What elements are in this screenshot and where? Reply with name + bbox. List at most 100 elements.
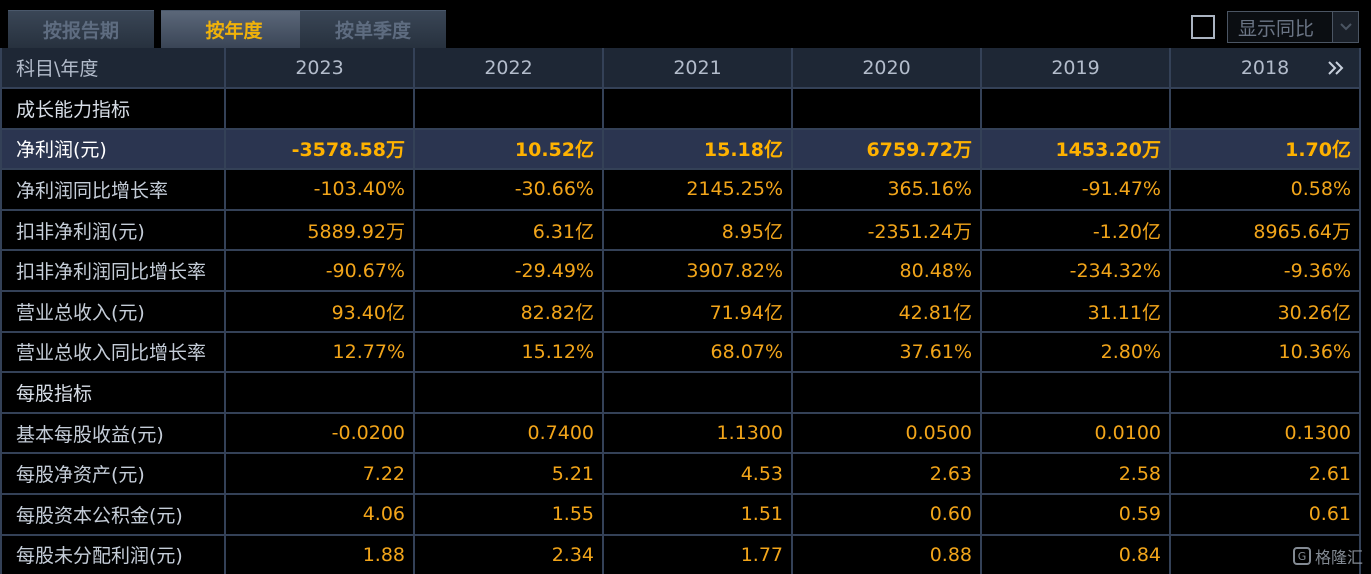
value-cell: 2.61 xyxy=(1171,454,1361,495)
value-cell: 68.07% xyxy=(604,332,793,374)
value-cell: 82.82亿 xyxy=(415,292,604,333)
value-cell: -29.49% xyxy=(415,251,604,292)
row-label: 每股未分配利润(元) xyxy=(0,535,226,574)
table-row[interactable]: 基本每股收益(元) -0.0200 0.7400 1.1300 0.0500 0.0100… xyxy=(0,413,1371,455)
row-label: 扣非净利润同比增长率 xyxy=(0,251,226,292)
value-cell xyxy=(1171,535,1361,574)
value-cell: 1.55 xyxy=(415,495,604,536)
value-cell: 2.34 xyxy=(415,535,604,574)
value-cell: 0.7400 xyxy=(415,413,604,455)
value-cell: 30.26亿 xyxy=(1171,292,1361,333)
value-cell xyxy=(982,373,1171,414)
row-label: 净利润同比增长率 xyxy=(0,170,226,211)
toolbar: 按报告期 按年度 按单季度 显示同比 xyxy=(0,0,1371,48)
value-cell xyxy=(226,89,415,130)
value-cell: -0.0200 xyxy=(226,413,415,455)
value-cell: 365.16% xyxy=(793,170,982,211)
value-cell xyxy=(793,89,982,130)
row-label: 每股净资产(元) xyxy=(0,454,226,495)
value-cell: 7.22 xyxy=(226,454,415,495)
value-cell: 4.06 xyxy=(226,495,415,536)
value-cell: 2145.25% xyxy=(604,170,793,211)
value-cell: 0.61 xyxy=(1171,495,1361,536)
value-cell: 8.95亿 xyxy=(604,210,793,252)
value-cell: 1.88 xyxy=(226,535,415,574)
value-cell: 15.18亿 xyxy=(604,129,793,171)
row-label: 扣非净利润(元) xyxy=(0,210,226,252)
value-cell: 0.60 xyxy=(793,495,982,536)
table-row[interactable]: 每股净资产(元) 7.22 5.21 4.53 2.63 2.58 2.61 xyxy=(0,454,1371,495)
value-cell: -30.66% xyxy=(415,170,604,211)
value-cell: 6759.72万 xyxy=(793,129,982,171)
year-header-last[interactable]: 2018 xyxy=(1171,48,1361,89)
table-row[interactable]: 营业总收入(元) 93.40亿 82.82亿 71.94亿 42.81亿 31.11亿 30… xyxy=(0,292,1371,333)
table-row[interactable]: 每股未分配利润(元) 1.88 2.34 1.77 0.88 0.84 xyxy=(0,535,1371,574)
value-cell: 10.36% xyxy=(1171,332,1361,374)
value-cell: 4.53 xyxy=(604,454,793,495)
value-cell: -103.40% xyxy=(226,170,415,211)
value-cell: -1.20亿 xyxy=(982,210,1171,252)
row-label: 营业总收入同比增长率 xyxy=(0,332,226,374)
table-row[interactable]: 每股资本公积金(元) 4.06 1.55 1.51 0.60 0.59 0.61 xyxy=(0,495,1371,536)
value-cell: 6.31亿 xyxy=(415,210,604,252)
value-cell: 12.77% xyxy=(226,332,415,374)
section-row[interactable]: 成长能力指标 xyxy=(0,89,1371,130)
table-row[interactable]: 扣非净利润(元) 5889.92万 6.31亿 8.95亿 -2351.24万 -1.20… xyxy=(0,210,1371,252)
tab-by-single-quarter[interactable]: 按单季度 xyxy=(300,10,446,48)
value-cell: -9.36% xyxy=(1171,251,1361,292)
value-cell: 0.58% xyxy=(1171,170,1361,211)
table-row[interactable]: 营业总收入同比增长率 12.77% 15.12% 68.07% 37.61% 2.80% 1… xyxy=(0,332,1371,374)
value-cell xyxy=(415,373,604,414)
value-cell: 0.0500 xyxy=(793,413,982,455)
value-cell xyxy=(1171,89,1361,130)
value-cell: 1.1300 xyxy=(604,413,793,455)
show-yoy-label: 显示同比 xyxy=(1238,17,1315,40)
value-cell: 10.52亿 xyxy=(415,129,604,171)
year-header[interactable]: 2021 xyxy=(604,48,793,89)
value-cell: 2.58 xyxy=(982,454,1171,495)
watermark: G 格隆汇 xyxy=(1292,544,1363,568)
year-header[interactable]: 2022 xyxy=(415,48,604,89)
year-header[interactable]: 2020 xyxy=(793,48,982,89)
value-cell: 80.48% xyxy=(793,251,982,292)
value-cell xyxy=(604,373,793,414)
value-cell: 5889.92万 xyxy=(226,210,415,252)
year-header[interactable]: 2019 xyxy=(982,48,1171,89)
section-row[interactable]: 每股指标 xyxy=(0,373,1371,414)
value-cell xyxy=(604,89,793,130)
value-cell: 31.11亿 xyxy=(982,292,1171,333)
value-cell xyxy=(1171,373,1361,414)
row-label: 成长能力指标 xyxy=(0,89,226,130)
dropdown-arrow-icon[interactable] xyxy=(1332,12,1358,42)
table-row[interactable]: 扣非净利润同比增长率 -90.67% -29.49% 3907.82% 80.48% -2… xyxy=(0,251,1371,292)
value-cell: 1.51 xyxy=(604,495,793,536)
tab-by-year[interactable]: 按年度 xyxy=(161,10,307,48)
value-cell xyxy=(793,373,982,414)
value-cell: 0.88 xyxy=(793,535,982,574)
value-cell: -90.67% xyxy=(226,251,415,292)
row-label: 每股资本公积金(元) xyxy=(0,495,226,536)
value-cell: 0.84 xyxy=(982,535,1171,574)
year-header[interactable]: 2023 xyxy=(226,48,415,89)
value-cell: 37.61% xyxy=(793,332,982,374)
value-cell: -3578.58万 xyxy=(226,129,415,171)
show-yoy-checkbox[interactable] xyxy=(1191,15,1215,39)
double-chevron-right-icon[interactable] xyxy=(1327,59,1345,81)
table-row[interactable]: 净利润同比增长率 -103.40% -30.66% 2145.25% 365.16% -9… xyxy=(0,170,1371,211)
value-cell xyxy=(982,89,1171,130)
value-cell: 0.0100 xyxy=(982,413,1171,455)
value-cell: 71.94亿 xyxy=(604,292,793,333)
value-cell: 1453.20万 xyxy=(982,129,1171,171)
row-label: 营业总收入(元) xyxy=(0,292,226,333)
value-cell: 0.1300 xyxy=(1171,413,1361,455)
table-row[interactable]: 净利润(元) -3578.58万 10.52亿 15.18亿 6759.72万 1453.… xyxy=(0,129,1371,171)
value-cell: 93.40亿 xyxy=(226,292,415,333)
show-yoy-dropdown[interactable]: 显示同比 xyxy=(1227,11,1359,43)
value-cell xyxy=(226,373,415,414)
tab-by-report-period[interactable]: 按报告期 xyxy=(8,10,154,48)
value-cell: 2.63 xyxy=(793,454,982,495)
value-cell: 15.12% xyxy=(415,332,604,374)
value-cell: -234.32% xyxy=(982,251,1171,292)
value-cell: 0.59 xyxy=(982,495,1171,536)
value-cell: 2.80% xyxy=(982,332,1171,374)
